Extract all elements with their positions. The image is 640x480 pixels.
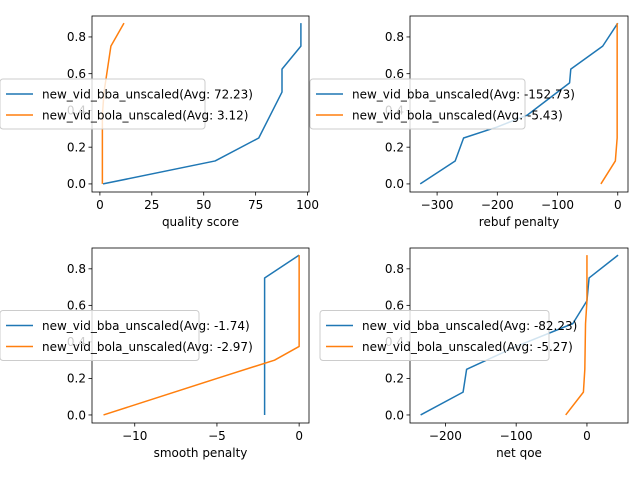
y-tick-label: 0.0 [385, 177, 404, 191]
x-tick-label: −5 [208, 429, 226, 443]
x-tick-label: 100 [296, 198, 319, 212]
legend-box [0, 78, 206, 130]
x-tick-label: 0 [295, 429, 303, 443]
x-tick-label: 75 [248, 198, 263, 212]
series-line-1 [419, 22, 619, 185]
series-line-2 [565, 255, 588, 416]
legend-box [0, 310, 200, 361]
x-tick-label: 0 [614, 198, 622, 212]
x-tick-label: −300 [421, 198, 454, 212]
y-tick-label: 0.6 [67, 67, 86, 81]
x-tick-label: −200 [481, 198, 514, 212]
x-tick-label: −100 [500, 429, 533, 443]
y-tick-label: 0.6 [385, 67, 404, 81]
x-tick-label: 0 [96, 198, 104, 212]
legend: new_vid_bba_unscaled(Avg: -1.74) new_vid_… [0, 310, 253, 361]
y-tick-label: 0.0 [385, 408, 404, 422]
y-tick-label: 0.0 [67, 408, 86, 422]
x-tick-label: −10 [122, 429, 147, 443]
x-tick-label: 50 [196, 198, 211, 212]
series-line-2 [103, 255, 300, 416]
x-tick-label: −200 [429, 429, 462, 443]
series-line-1 [102, 23, 302, 185]
legend-label-1: new_vid_bba_unscaled(Avg: 72.23) [42, 88, 253, 102]
legend-label-2: new_vid_bola_unscaled(Avg: -5.43) [352, 109, 563, 123]
legend-box [309, 78, 526, 130]
legend-label-1: new_vid_bba_unscaled(Avg: -82.23) [362, 319, 577, 333]
legend: new_vid_bba_unscaled(Avg: 72.23) new_vid_… [0, 78, 253, 130]
y-tick-label: 0.2 [67, 372, 86, 386]
series-line-1 [263, 254, 300, 415]
y-tick-label: 0.8 [385, 30, 404, 44]
legend-label-1: new_vid_bba_unscaled(Avg: -152.73) [352, 88, 575, 102]
legend-label-2: new_vid_bola_unscaled(Avg: 3.12) [42, 109, 248, 123]
x-tick-label: 25 [144, 198, 159, 212]
legend-label-2: new_vid_bola_unscaled(Avg: -5.27) [362, 340, 573, 354]
y-tick-label: 0.2 [385, 372, 404, 386]
y-tick-label: 0.6 [385, 299, 404, 313]
legend-box [319, 310, 550, 361]
x-axis-label: quality score [162, 215, 239, 229]
y-tick-label: 0.2 [385, 140, 404, 154]
legend: new_vid_bba_unscaled(Avg: -152.73) new_vi… [309, 78, 575, 130]
x-tick-label: −100 [541, 198, 574, 212]
y-tick-label: 0.0 [67, 177, 86, 191]
series-line-2 [600, 23, 618, 185]
x-axis-label: smooth penalty [154, 446, 248, 460]
y-tick-label: 0.2 [67, 140, 86, 154]
legend-label-1: new_vid_bba_unscaled(Avg: -1.74) [42, 319, 250, 333]
y-tick-label: 0.8 [385, 262, 404, 276]
y-tick-label: 0.8 [67, 30, 86, 44]
x-axis-label: net qoe [496, 446, 542, 460]
legend: new_vid_bba_unscaled(Avg: -82.23) new_vid… [319, 310, 577, 361]
y-tick-label: 0.8 [67, 262, 86, 276]
x-tick-label: 0 [583, 429, 591, 443]
x-axis-label: rebuf penalty [479, 215, 559, 229]
y-tick-label: 0.6 [67, 299, 86, 313]
legend-label-2: new_vid_bola_unscaled(Avg: -2.97) [42, 340, 253, 354]
